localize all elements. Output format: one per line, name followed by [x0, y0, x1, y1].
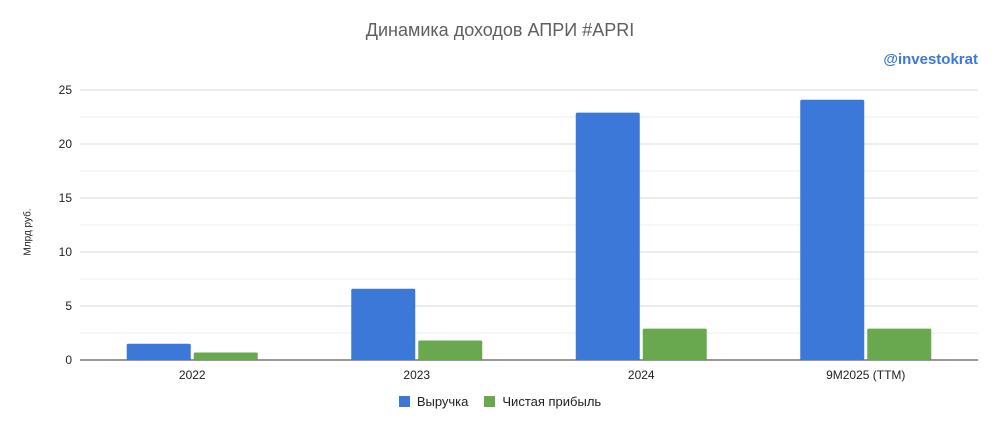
legend-swatch-revenue — [398, 396, 410, 407]
chart-title: Динамика доходов АПРИ #APRI — [365, 20, 635, 40]
bar-net-profit — [642, 328, 707, 360]
legend-label-revenue: Выручка — [416, 394, 469, 409]
legend-label-net-profit: Чистая прибыль — [502, 394, 602, 409]
y-tick-label: 25 — [59, 83, 73, 97]
x-tick-label: 2023 — [403, 368, 430, 382]
bar-net-profit — [867, 328, 932, 360]
x-tick-label: 2022 — [179, 368, 206, 382]
legend-item-revenue: Выручка — [398, 394, 469, 409]
bar-revenue — [800, 99, 865, 360]
legend: Выручка Чистая прибыль — [0, 394, 1000, 409]
x-tick-label: 2024 — [628, 368, 655, 382]
bar-revenue — [575, 112, 640, 361]
x-tick-label: 9M2025 (TTM) — [826, 368, 905, 382]
bar-net-profit — [418, 340, 483, 360]
watermark-handle: @investokrat — [883, 51, 978, 68]
y-tick-label: 15 — [59, 191, 73, 205]
bar-net-profit — [193, 352, 258, 360]
legend-swatch-net-profit — [484, 396, 496, 407]
y-tick-label: 0 — [65, 353, 72, 367]
legend-item-net-profit: Чистая прибыль — [484, 394, 601, 409]
y-tick-label: 20 — [59, 137, 73, 151]
y-tick-label: 10 — [59, 245, 73, 259]
bar-revenue — [351, 288, 416, 360]
y-tick-label: 5 — [65, 299, 72, 313]
bar-revenue — [126, 343, 191, 360]
